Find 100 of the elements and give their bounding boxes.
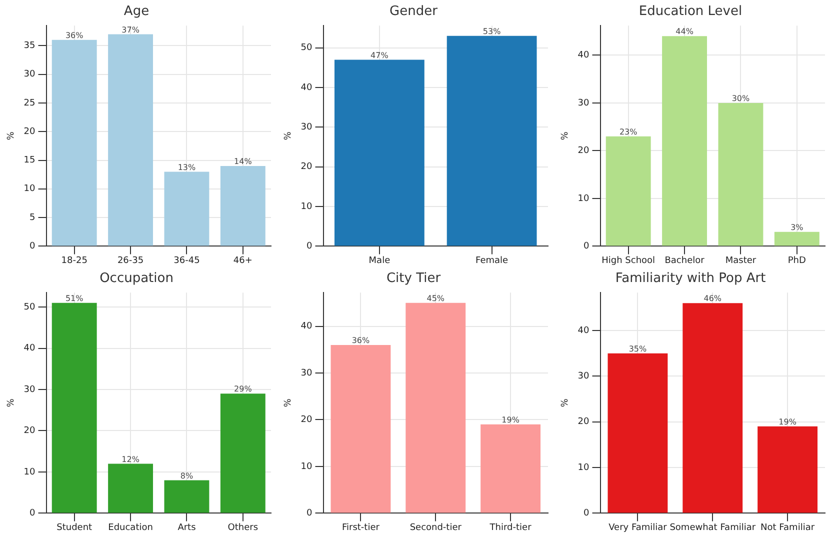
y-tick-label: 30 [578, 98, 590, 108]
y-tick-label: 30 [24, 70, 36, 80]
y-tick-label: 0 [584, 242, 590, 252]
data-label: 14% [234, 157, 252, 166]
data-label: 3% [790, 222, 804, 232]
y-tick-label: 40 [578, 50, 590, 61]
y-tick-label: 50 [300, 43, 313, 54]
x-tick-label: Female [476, 256, 509, 266]
bar [220, 394, 266, 513]
bar [108, 464, 154, 513]
data-label: 53% [482, 26, 502, 36]
data-label: 37% [122, 25, 140, 34]
y-tick-label: 20 [578, 146, 590, 156]
y-tick-label: 20 [300, 162, 313, 172]
y-tick-label: 10 [300, 202, 313, 212]
bar [164, 172, 210, 246]
data-label: 36% [65, 31, 84, 40]
chart-title: Education Level [638, 4, 742, 20]
bar [220, 166, 266, 246]
chart-title: Familiarity with Pop Art [615, 271, 766, 286]
bar [718, 102, 764, 246]
bar [480, 424, 541, 513]
bar [406, 302, 466, 513]
x-tick-label: 26-35 [117, 256, 144, 266]
x-tick-label: Somewhat Familiar [670, 522, 756, 533]
y-tick-label: 30 [578, 372, 590, 382]
x-tick-label: 36-45 [174, 256, 200, 266]
bar [774, 232, 820, 246]
x-tick-label: Others [228, 522, 258, 533]
x-tick-label: Third-tier [488, 522, 532, 533]
x-tick-label: Student [56, 522, 93, 533]
bar [608, 353, 668, 513]
data-label: 36% [352, 336, 370, 346]
bar [108, 34, 154, 246]
y-axis-title: % [560, 131, 571, 140]
data-label: 44% [676, 27, 694, 36]
y-tick-label: 30 [24, 384, 36, 395]
y-tick-label: 20 [300, 415, 313, 426]
y-tick-label: 30 [300, 122, 313, 133]
y-tick-label: 40 [300, 82, 313, 93]
data-label: 13% [178, 162, 196, 172]
bar [52, 302, 97, 513]
data-label: 47% [370, 50, 389, 60]
y-tick-label: 10 [578, 194, 590, 204]
data-label: 30% [732, 94, 750, 104]
chart-title: City Tier [386, 271, 442, 286]
y-tick-label: 20 [24, 126, 36, 137]
y-tick-label: 0 [30, 242, 36, 252]
y-tick-label: 40 [24, 344, 36, 354]
x-tick-label: Male [368, 256, 391, 266]
chart-title: Age [124, 4, 150, 20]
data-label: 46% [704, 294, 722, 304]
y-tick-label: 0 [306, 242, 313, 252]
y-axis-title: % [560, 398, 571, 408]
x-tick-label: Arts [178, 522, 196, 533]
data-label: 45% [426, 294, 445, 303]
x-tick-label: Education [108, 522, 153, 533]
y-axis-title: % [6, 398, 17, 408]
y-axis-title: % [6, 131, 17, 140]
x-tick-label: Bachelor [664, 256, 705, 266]
chart-title: Occupation [100, 271, 174, 286]
y-axis-title: % [284, 131, 294, 140]
bar [330, 344, 391, 513]
y-tick-label: 30 [300, 368, 313, 378]
bar [606, 136, 651, 246]
y-tick-label: 50 [24, 302, 36, 312]
data-label: 12% [122, 454, 140, 464]
bar [52, 40, 97, 246]
y-tick-label: 0 [584, 508, 590, 519]
bar [662, 36, 708, 246]
y-tick-label: 20 [578, 417, 590, 428]
data-label: 19% [502, 415, 520, 424]
y-tick-label: 10 [300, 462, 313, 472]
x-tick-label: Master [725, 256, 756, 266]
y-tick-label: 10 [578, 462, 590, 473]
y-tick-label: 20 [24, 426, 36, 436]
data-label: 35% [628, 344, 647, 354]
data-label: 19% [778, 418, 797, 426]
x-tick-label: Not Familiar [760, 522, 815, 533]
y-tick-label: 10 [24, 184, 36, 194]
data-label: 8% [180, 471, 194, 480]
bar [758, 426, 818, 513]
x-tick-label: 46+ [233, 256, 252, 266]
x-tick-label: PhD [788, 256, 806, 266]
x-tick-label: High School [602, 256, 656, 266]
y-tick-label: 40 [578, 326, 590, 336]
x-tick-label: Very Familiar [608, 522, 668, 533]
y-tick-label: 40 [300, 322, 313, 332]
chart-title: Gender [390, 4, 438, 20]
x-tick-label: 18-25 [61, 256, 88, 266]
x-tick-label: Second-tier [410, 522, 462, 533]
y-tick-label: 0 [306, 508, 313, 519]
data-label: 23% [619, 127, 638, 136]
data-label: 51% [65, 294, 84, 303]
x-tick-label: First-tier [342, 522, 380, 533]
y-tick-label: 10 [24, 467, 36, 478]
y-tick-label: 35 [24, 41, 36, 51]
bar [682, 303, 743, 513]
y-axis-title: % [284, 398, 294, 408]
y-tick-label: 25 [24, 98, 36, 108]
